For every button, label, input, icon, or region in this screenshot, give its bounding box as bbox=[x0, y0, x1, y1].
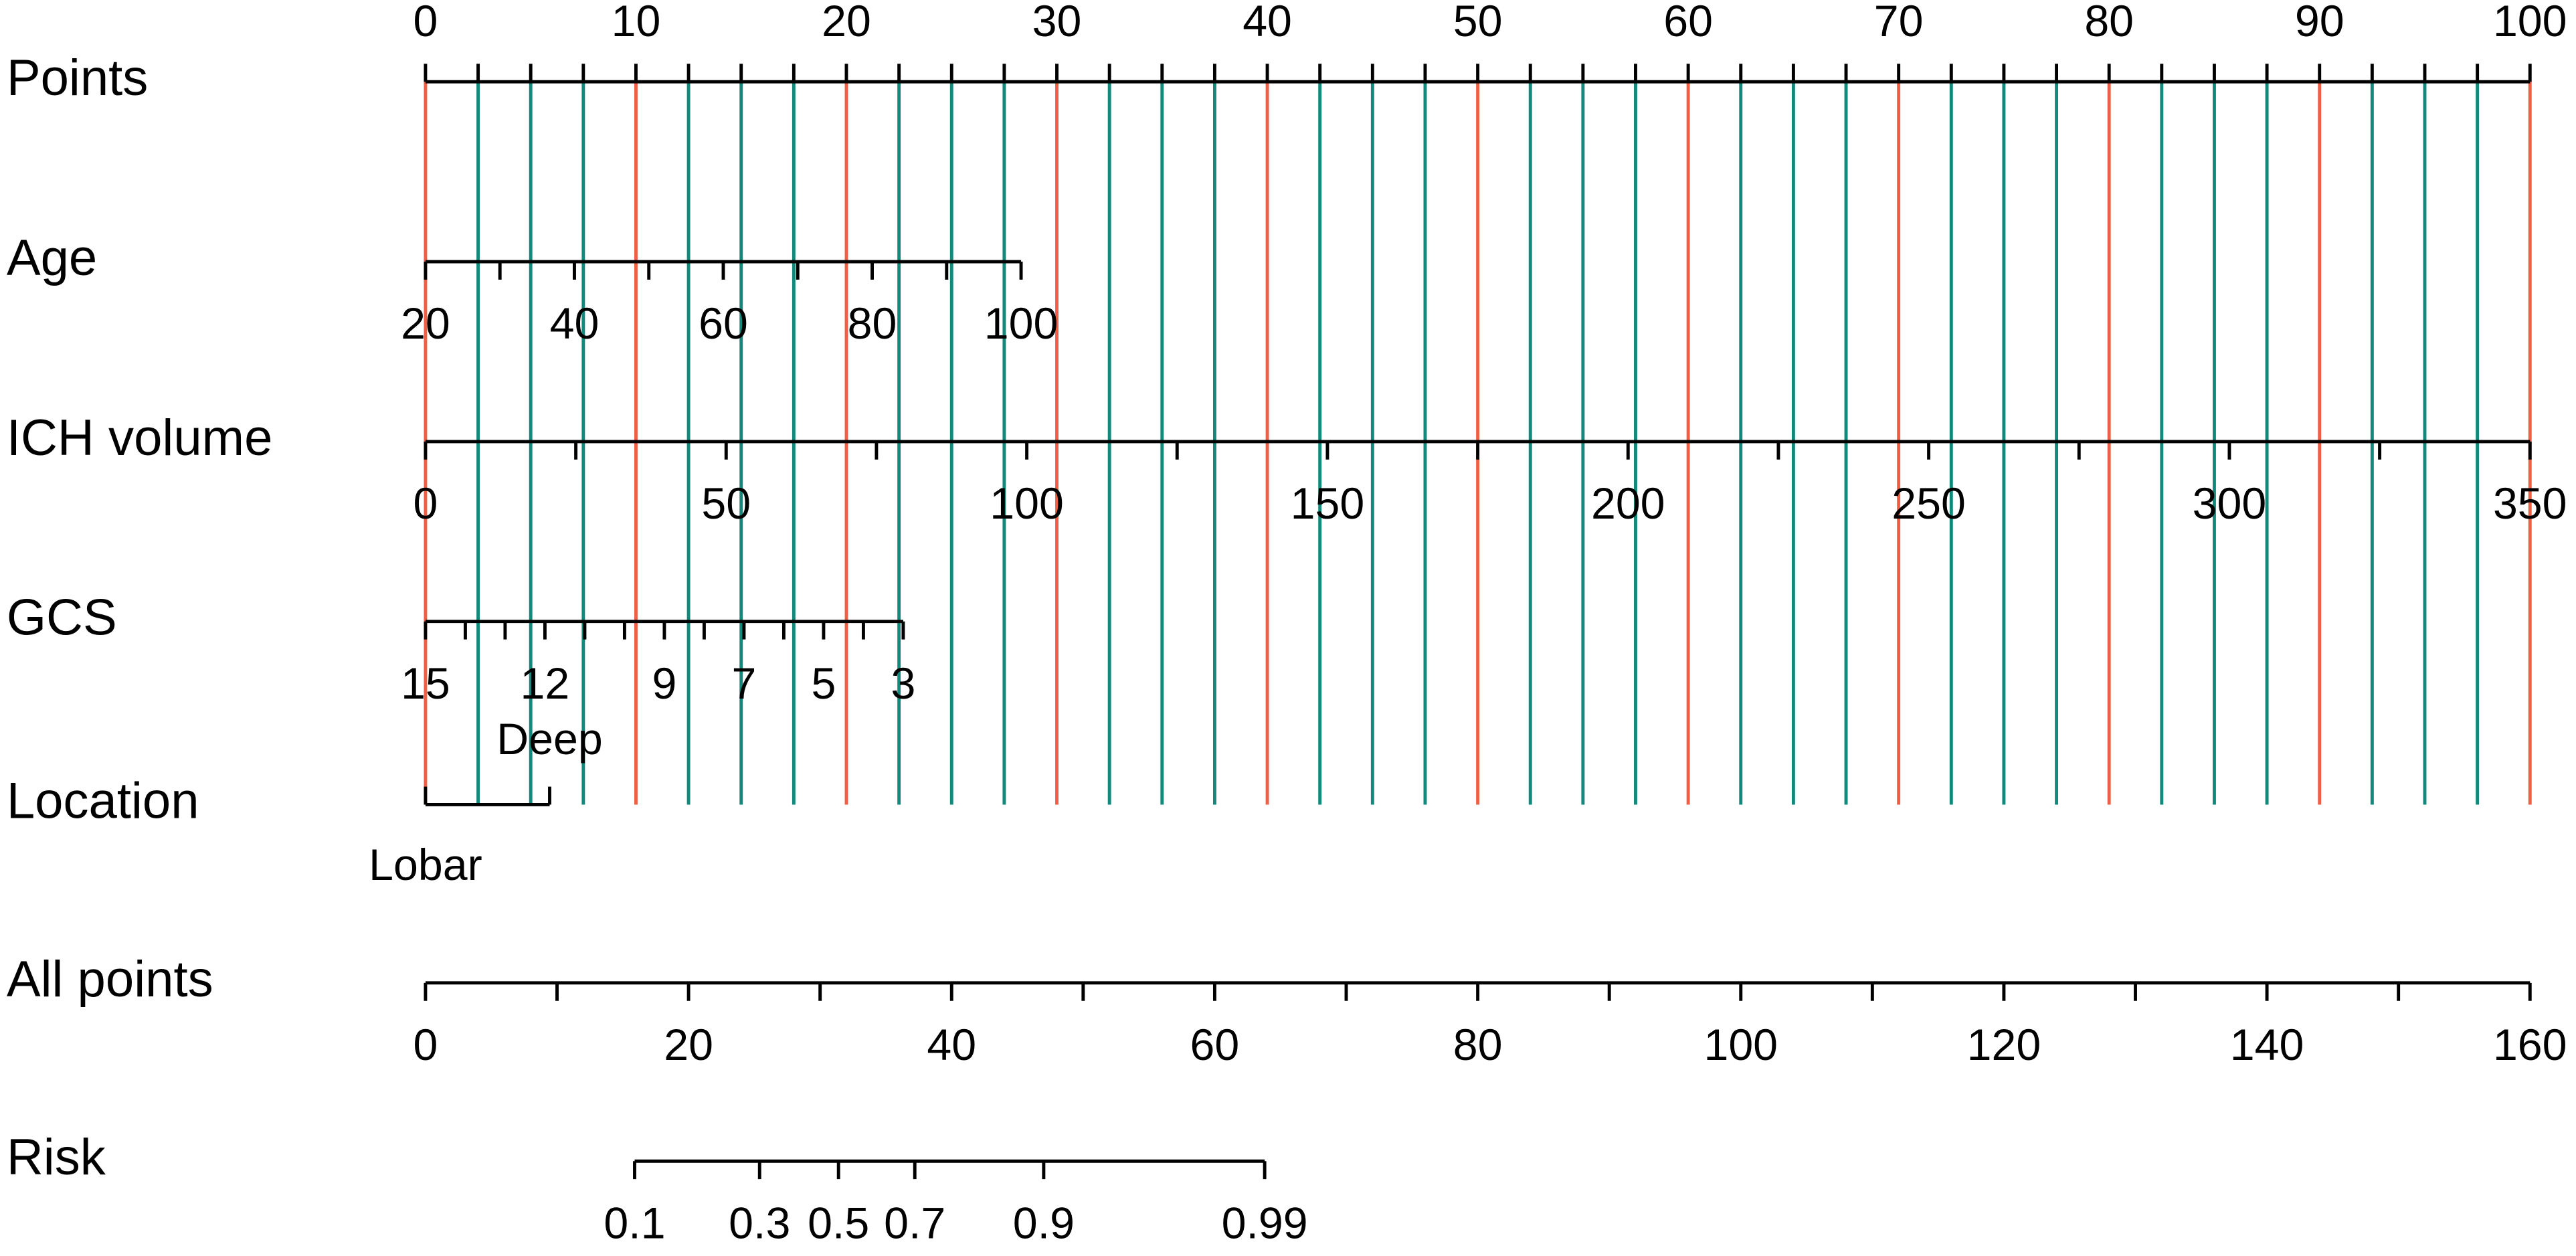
tick-label: 200 bbox=[1591, 479, 1665, 529]
tick-label: 0.1 bbox=[604, 1199, 665, 1249]
tick-label: 90 bbox=[2295, 0, 2344, 46]
tick-label: 0 bbox=[413, 0, 438, 46]
row-label: Location bbox=[7, 773, 199, 830]
row-label: Risk bbox=[7, 1129, 106, 1186]
tick-label: 10 bbox=[612, 0, 661, 46]
tick-label: Lobar bbox=[369, 840, 482, 890]
tick-label: 350 bbox=[2493, 479, 2567, 529]
tick-label: Deep bbox=[496, 715, 602, 764]
tick-label: 0 bbox=[413, 479, 438, 529]
tick-label: 40 bbox=[1243, 0, 1292, 46]
tick-label: 100 bbox=[990, 479, 1064, 529]
tick-label: 120 bbox=[1967, 1020, 2041, 1070]
tick-label: 160 bbox=[2493, 1020, 2567, 1070]
tick-label: 60 bbox=[1190, 1020, 1240, 1070]
tick-label: 300 bbox=[2193, 479, 2267, 529]
tick-label: 150 bbox=[1291, 479, 1365, 529]
row-label: GCS bbox=[7, 590, 117, 646]
tick-label: 70 bbox=[1874, 0, 1924, 46]
tick-label: 0.3 bbox=[729, 1199, 790, 1249]
tick-label: 80 bbox=[2084, 0, 2134, 46]
tick-label: 140 bbox=[2230, 1020, 2304, 1070]
tick-label: 0 bbox=[413, 1020, 438, 1070]
tick-label: 100 bbox=[1704, 1020, 1778, 1070]
tick-label: 5 bbox=[811, 659, 836, 709]
tick-label: 12 bbox=[521, 659, 570, 709]
tick-label: 80 bbox=[848, 299, 897, 349]
tick-label: 0.9 bbox=[1013, 1199, 1075, 1249]
tick-label: 80 bbox=[1453, 1020, 1503, 1070]
tick-label: 100 bbox=[984, 299, 1059, 349]
tick-label: 0.99 bbox=[1222, 1199, 1308, 1249]
tick-label: 30 bbox=[1032, 0, 1082, 46]
tick-label: 15 bbox=[401, 659, 450, 709]
tick-label: 40 bbox=[927, 1020, 976, 1070]
tick-label: 0.7 bbox=[884, 1199, 945, 1249]
row-label: Points bbox=[7, 50, 149, 106]
tick-label: 100 bbox=[2493, 0, 2567, 46]
tick-label: 9 bbox=[652, 659, 676, 709]
tick-label: 60 bbox=[699, 299, 748, 349]
tick-label: 20 bbox=[664, 1020, 713, 1070]
tick-label: 20 bbox=[822, 0, 871, 46]
row-label: All points bbox=[7, 951, 213, 1008]
tick-label: 0.5 bbox=[808, 1199, 869, 1249]
tick-label: 40 bbox=[550, 299, 600, 349]
row-label: ICH volume bbox=[7, 410, 273, 466]
tick-label: 50 bbox=[701, 479, 751, 529]
tick-label: 250 bbox=[1892, 479, 1966, 529]
tick-label: 60 bbox=[1663, 0, 1713, 46]
tick-label: 7 bbox=[731, 659, 756, 709]
tick-label: 20 bbox=[401, 299, 450, 349]
tick-label: 3 bbox=[891, 659, 915, 709]
row-label: Age bbox=[7, 230, 97, 286]
tick-label: 50 bbox=[1453, 0, 1503, 46]
